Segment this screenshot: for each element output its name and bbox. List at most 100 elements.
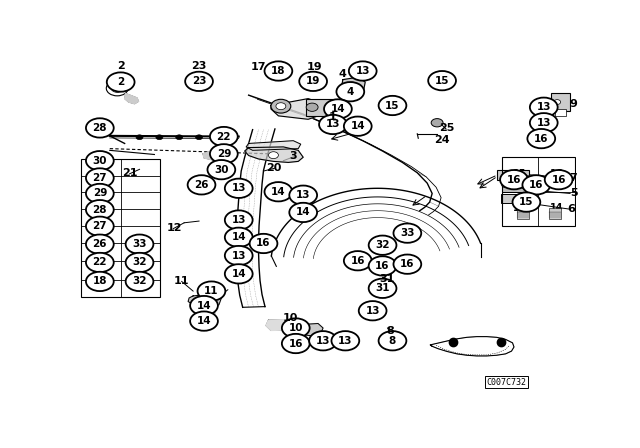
Text: 14: 14 <box>271 187 285 197</box>
Text: 16: 16 <box>375 261 390 271</box>
Text: 13: 13 <box>316 336 330 346</box>
Circle shape <box>337 82 364 101</box>
Circle shape <box>250 234 277 253</box>
Text: 13: 13 <box>296 190 310 200</box>
Polygon shape <box>266 319 303 331</box>
Text: 14: 14 <box>232 232 246 242</box>
Circle shape <box>264 61 292 81</box>
Text: 33: 33 <box>400 228 415 238</box>
Circle shape <box>190 296 218 315</box>
Circle shape <box>86 184 114 203</box>
Bar <box>502 181 529 192</box>
Circle shape <box>554 99 561 104</box>
Text: 9: 9 <box>570 99 577 109</box>
Text: 16: 16 <box>552 175 566 185</box>
Text: 14: 14 <box>232 269 246 279</box>
Text: 14: 14 <box>351 121 365 131</box>
Text: 13: 13 <box>513 203 527 213</box>
Text: 14: 14 <box>196 301 211 310</box>
Circle shape <box>545 170 573 190</box>
Text: 13: 13 <box>355 66 370 76</box>
Circle shape <box>86 253 114 272</box>
Circle shape <box>289 203 317 222</box>
Circle shape <box>300 72 327 91</box>
Text: 10: 10 <box>283 313 298 323</box>
Circle shape <box>207 160 236 179</box>
Text: 28: 28 <box>93 123 107 133</box>
Text: 13: 13 <box>365 306 380 316</box>
Text: 4: 4 <box>347 87 354 97</box>
Circle shape <box>428 71 456 90</box>
Text: 32: 32 <box>375 240 390 250</box>
Polygon shape <box>125 94 138 104</box>
Text: 26: 26 <box>93 239 107 249</box>
Text: 3: 3 <box>289 151 297 160</box>
Circle shape <box>216 135 222 140</box>
Text: 2: 2 <box>116 61 125 71</box>
Text: 19: 19 <box>306 76 320 86</box>
Text: 11: 11 <box>174 276 189 286</box>
Circle shape <box>86 234 114 254</box>
Circle shape <box>190 311 218 331</box>
Text: 19: 19 <box>307 61 322 72</box>
Circle shape <box>319 115 347 134</box>
Circle shape <box>309 331 337 350</box>
Text: 13: 13 <box>232 183 246 193</box>
Polygon shape <box>188 293 221 307</box>
Circle shape <box>379 96 406 115</box>
Circle shape <box>282 319 310 338</box>
Circle shape <box>269 152 278 159</box>
Circle shape <box>188 175 216 194</box>
Text: 2: 2 <box>117 77 124 87</box>
Circle shape <box>369 279 396 298</box>
Bar <box>517 175 529 185</box>
Circle shape <box>344 251 372 271</box>
Text: 31: 31 <box>379 274 394 284</box>
Circle shape <box>86 168 114 188</box>
Text: 17: 17 <box>251 62 266 72</box>
Circle shape <box>210 144 237 164</box>
Circle shape <box>344 116 372 136</box>
Text: 33: 33 <box>132 239 147 249</box>
Circle shape <box>369 236 396 255</box>
Bar <box>517 208 529 219</box>
Circle shape <box>324 99 352 119</box>
Text: 6: 6 <box>567 204 575 214</box>
Text: 30: 30 <box>214 165 228 175</box>
Circle shape <box>511 182 520 188</box>
Text: 20: 20 <box>266 163 281 172</box>
Circle shape <box>225 264 253 284</box>
Circle shape <box>125 234 154 254</box>
Circle shape <box>289 185 317 205</box>
Circle shape <box>111 84 123 92</box>
Bar <box>500 194 520 203</box>
Text: 14: 14 <box>331 104 345 114</box>
Polygon shape <box>271 99 318 119</box>
Text: 7: 7 <box>570 173 577 183</box>
Text: 13: 13 <box>232 215 246 225</box>
Circle shape <box>431 119 443 127</box>
Circle shape <box>198 281 225 301</box>
Circle shape <box>332 331 359 350</box>
Polygon shape <box>342 77 365 92</box>
Circle shape <box>394 254 421 274</box>
Text: 13: 13 <box>536 102 551 112</box>
Text: 4: 4 <box>339 69 347 79</box>
Text: 11: 11 <box>204 286 219 296</box>
Circle shape <box>359 301 387 320</box>
Circle shape <box>185 72 213 91</box>
Circle shape <box>276 103 286 110</box>
Polygon shape <box>244 147 303 163</box>
Circle shape <box>527 129 555 148</box>
Text: 15: 15 <box>385 100 400 111</box>
Circle shape <box>306 103 318 112</box>
Bar <box>549 208 561 219</box>
Circle shape <box>349 82 355 86</box>
Text: 18: 18 <box>93 276 107 286</box>
Text: 29: 29 <box>217 149 231 159</box>
Polygon shape <box>203 151 220 160</box>
Polygon shape <box>210 131 236 141</box>
Circle shape <box>86 200 114 220</box>
Text: 30: 30 <box>93 156 107 166</box>
Text: 28: 28 <box>93 205 107 215</box>
